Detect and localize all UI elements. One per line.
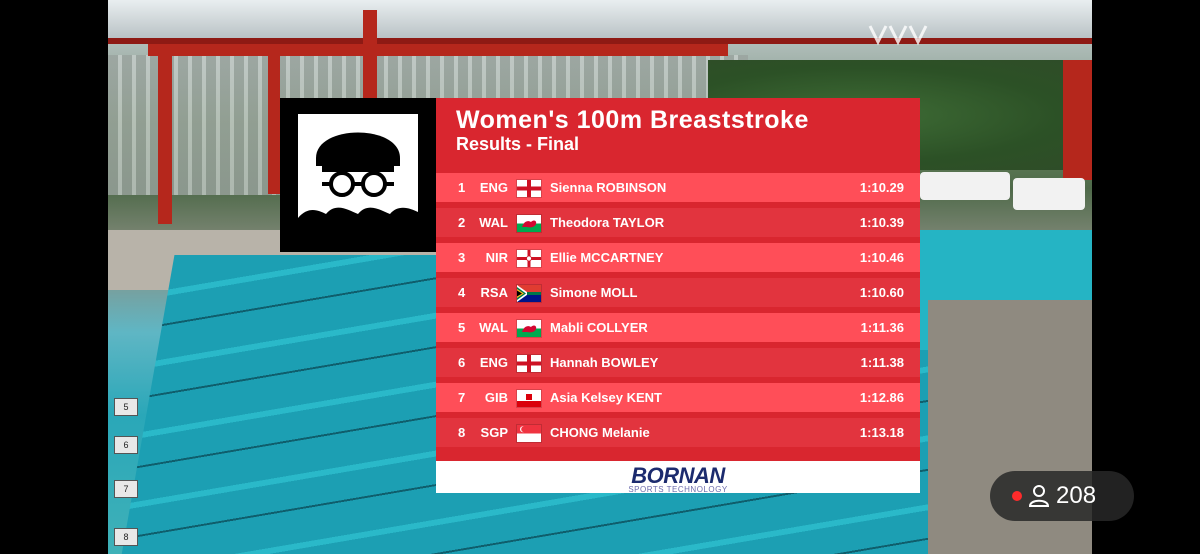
red-column bbox=[268, 44, 280, 194]
wales-flag-icon bbox=[516, 319, 542, 338]
result-row: 3 NIR Ellie MCCARTNEY 1:10.46 bbox=[436, 243, 920, 272]
person-icon bbox=[1028, 485, 1050, 507]
event-subtitle: Results - Final bbox=[456, 134, 580, 154]
athlete-name: Hannah BOWLEY bbox=[550, 355, 659, 370]
viewer-count-pill[interactable]: 208 bbox=[990, 471, 1134, 521]
result-time: 1:11.38 bbox=[860, 355, 904, 370]
athlete-name: Theodora TAYLOR bbox=[550, 215, 665, 230]
result-row: 2 WAL Theodora TAYLOR 1:10.39 bbox=[436, 208, 920, 237]
nation-code: ENG bbox=[479, 180, 508, 195]
result-time: 1:10.60 bbox=[859, 285, 904, 300]
starting-block: 6 bbox=[114, 436, 138, 454]
rank: 3 bbox=[458, 250, 466, 265]
athlete-name: Simone MOLL bbox=[550, 285, 638, 300]
england-flag-icon bbox=[516, 354, 542, 373]
athlete-name: Sienna ROBINSON bbox=[550, 180, 667, 195]
result-row: 4 RSA Simone MOLL 1:10.60 bbox=[436, 278, 920, 307]
south-africa-flag-icon bbox=[516, 284, 542, 303]
sponsor-tagline: SPORTS TECHNOLOGY bbox=[628, 485, 728, 494]
athlete-name: Ellie MCCARTNEY bbox=[550, 250, 664, 265]
result-row: 1 ENG Sienna ROBINSON 1:10.29 bbox=[436, 173, 920, 202]
result-row: 7 GIB Asia Kelsey KENT 1:12.86 bbox=[436, 383, 920, 412]
results-panel: Women's 100m Breaststroke Results - Fina… bbox=[436, 98, 920, 493]
result-time: 1:10.29 bbox=[859, 180, 904, 195]
result-time: 1:10.46 bbox=[859, 250, 904, 265]
result-time: 1:12.86 bbox=[859, 390, 904, 405]
result-row: 5 WAL Mabli COLLYER 1:11.36 bbox=[436, 313, 920, 342]
nation-code: SGP bbox=[480, 425, 508, 440]
northern-ireland-flag-icon bbox=[516, 249, 542, 268]
result-time: 1:11.36 bbox=[860, 320, 904, 335]
tent bbox=[1013, 178, 1085, 210]
swimmer-icon bbox=[298, 114, 418, 236]
live-dot-icon bbox=[1012, 491, 1022, 501]
rank: 8 bbox=[458, 425, 466, 440]
diving-tower bbox=[1063, 60, 1092, 180]
rank: 2 bbox=[458, 215, 466, 230]
athlete-name: Asia Kelsey KENT bbox=[550, 390, 662, 405]
sponsor-logo: BORNAN bbox=[631, 463, 725, 488]
nation-code: NIR bbox=[485, 250, 508, 265]
result-row: 8 SGP CHONG Melanie 1:13.18 bbox=[436, 418, 920, 447]
athlete-name: CHONG Melanie bbox=[550, 425, 650, 440]
event-title: Women's 100m Breaststroke bbox=[456, 106, 809, 134]
gibraltar-flag-icon bbox=[516, 389, 542, 408]
nation-code: WAL bbox=[479, 320, 508, 335]
nation-code: WAL bbox=[479, 215, 508, 230]
starting-block: 5 bbox=[114, 398, 138, 416]
england-flag-icon bbox=[516, 179, 542, 198]
wales-flag-icon bbox=[516, 214, 542, 233]
rank: 7 bbox=[458, 390, 466, 405]
rank: 4 bbox=[458, 285, 466, 300]
nation-code: GIB bbox=[484, 390, 508, 405]
result-row: 6 ENG Hannah BOWLEY 1:11.38 bbox=[436, 348, 920, 377]
red-column bbox=[158, 44, 172, 224]
viewer-count: 208 bbox=[1056, 482, 1097, 509]
result-time: 1:10.39 bbox=[859, 215, 904, 230]
tent bbox=[920, 172, 1010, 200]
athlete-name: Mabli COLLYER bbox=[550, 320, 648, 335]
sponsor-bar: BORNAN SPORTS TECHNOLOGY bbox=[436, 461, 920, 494]
starting-block: 8 bbox=[114, 528, 138, 546]
rank: 5 bbox=[458, 320, 466, 335]
result-time: 1:13.18 bbox=[859, 425, 904, 440]
nation-code: RSA bbox=[480, 285, 508, 300]
singapore-flag-icon bbox=[516, 424, 542, 443]
event-icon-box bbox=[280, 98, 436, 252]
starting-block: 7 bbox=[114, 480, 138, 498]
red-beam bbox=[148, 44, 728, 56]
rank: 1 bbox=[458, 180, 466, 195]
nation-code: ENG bbox=[479, 355, 508, 370]
red-column bbox=[363, 10, 377, 100]
broadcaster-logo bbox=[868, 25, 928, 46]
stadium-roof bbox=[108, 0, 1092, 44]
rank: 6 bbox=[458, 355, 466, 370]
